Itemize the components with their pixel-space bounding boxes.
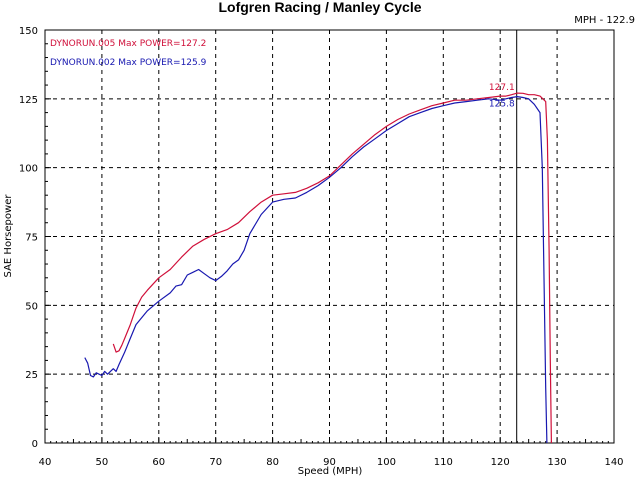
tick-layer: 40 50 60 70 80 90 100 110 120 130 140 0 25 50 75 100 125…	[19, 26, 624, 468]
x-tick-label: 90	[323, 457, 336, 468]
x-tick-label: 60	[152, 457, 165, 468]
y-tick-label: 150	[19, 26, 38, 37]
peak-label: 125.8	[489, 100, 515, 110]
x-tick-label: 120	[491, 457, 510, 468]
series-line-dynorun-002	[84, 95, 548, 444]
y-axis-label: SAE Horsepower	[3, 194, 14, 278]
x-tick-label: 80	[266, 457, 279, 468]
series-line-dynorun-005	[112, 92, 552, 444]
y-tick-label: 25	[25, 370, 38, 381]
y-tick-label: 75	[25, 233, 38, 244]
x-tick-label: 100	[377, 457, 396, 468]
y-tick-label: 100	[19, 164, 38, 175]
y-tick-label: 125	[19, 95, 38, 106]
x-tick-label: 40	[39, 457, 52, 468]
legend-layer: DYNORUN.005 Max POWER=127.2 DYNORUN.002 M…	[50, 39, 207, 68]
peak-label: 127.1	[489, 83, 515, 93]
grid-layer	[44, 29, 615, 444]
x-tick-label: 130	[548, 457, 567, 468]
legend-entry: DYNORUN.002 Max POWER=125.9	[50, 58, 207, 68]
x-axis-label: Speed (MPH)	[298, 466, 363, 477]
x-tick-label: 110	[434, 457, 453, 468]
y-tick-label: 50	[25, 301, 38, 312]
series-layer: 127.1 125.8	[84, 30, 552, 444]
x-tick-label: 140	[604, 457, 623, 468]
cursor-readout: MPH - 122.9	[574, 15, 635, 26]
legend-entry: DYNORUN.005 Max POWER=127.2	[50, 39, 206, 49]
chart-title: Lofgren Racing / Manley Cycle	[218, 0, 421, 15]
y-tick-label: 0	[32, 439, 38, 450]
x-tick-label: 70	[209, 457, 222, 468]
x-tick-label: 50	[96, 457, 109, 468]
